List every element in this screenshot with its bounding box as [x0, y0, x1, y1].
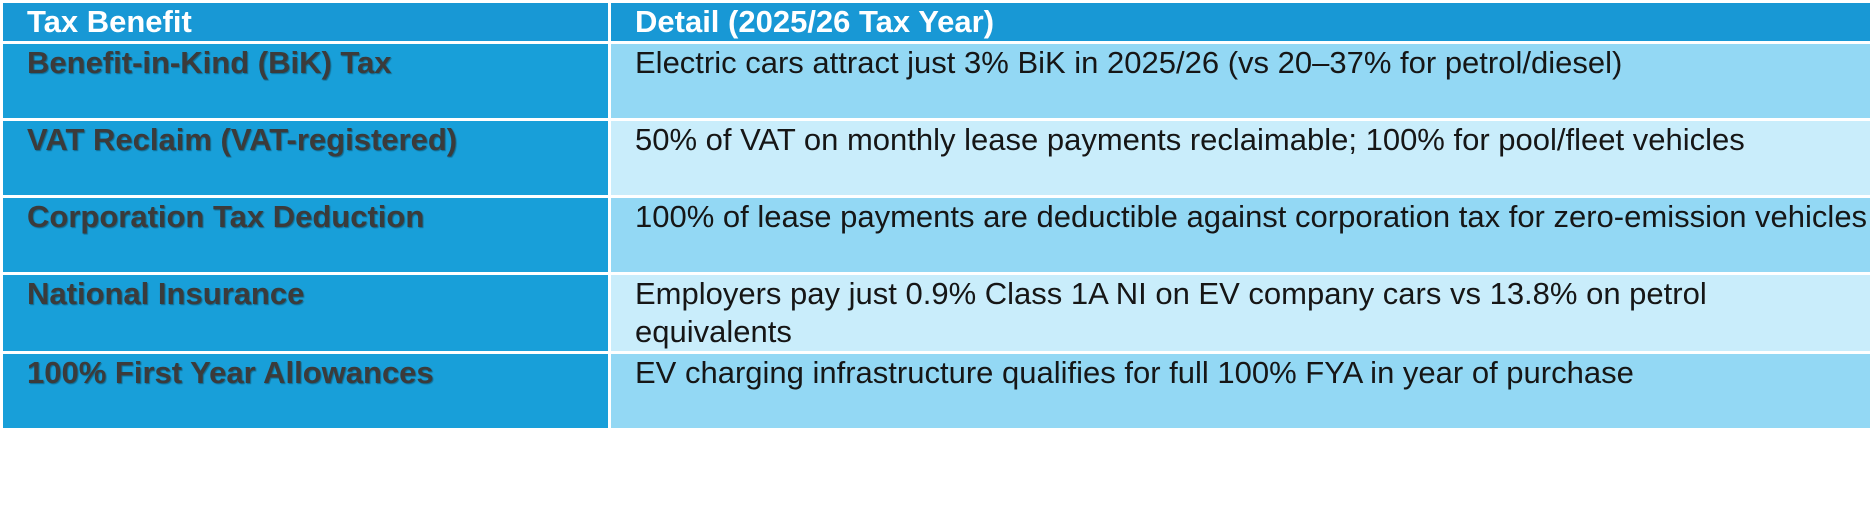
- table-row: VAT Reclaim (VAT-registered) 50% of VAT o…: [0, 118, 1873, 198]
- benefit-cell: 100% First Year Allowances: [0, 351, 611, 431]
- detail-cell: 100% of lease payments are deductible ag…: [608, 195, 1873, 275]
- column-header: Detail (2025/26 Tax Year): [608, 0, 1873, 44]
- column-header: Tax Benefit: [0, 0, 611, 44]
- table-row: Corporation Tax Deduction 100% of lease p…: [0, 195, 1873, 275]
- detail-cell: EV charging infrastructure qualifies for…: [608, 351, 1873, 431]
- table-body: Benefit-in-Kind (BiK) Tax Electric cars a…: [0, 41, 1873, 431]
- benefit-cell: VAT Reclaim (VAT-registered): [0, 118, 611, 198]
- detail-cell: 50% of VAT on monthly lease payments rec…: [608, 118, 1873, 198]
- table-row: National Insurance Employers pay just 0.9…: [0, 272, 1873, 354]
- tax-benefits-table: Tax Benefit Detail (2025/26 Tax Year) Be…: [0, 0, 1873, 431]
- header-row: Tax Benefit Detail (2025/26 Tax Year): [0, 0, 1873, 44]
- table-row: Benefit-in-Kind (BiK) Tax Electric cars a…: [0, 41, 1873, 121]
- benefit-cell: Benefit-in-Kind (BiK) Tax: [0, 41, 611, 121]
- table-row: 100% First Year Allowances EV charging in…: [0, 351, 1873, 431]
- benefit-cell: Corporation Tax Deduction: [0, 195, 611, 275]
- benefit-cell: National Insurance: [0, 272, 611, 354]
- detail-cell: Employers pay just 0.9% Class 1A NI on E…: [608, 272, 1873, 354]
- detail-cell: Electric cars attract just 3% BiK in 202…: [608, 41, 1873, 121]
